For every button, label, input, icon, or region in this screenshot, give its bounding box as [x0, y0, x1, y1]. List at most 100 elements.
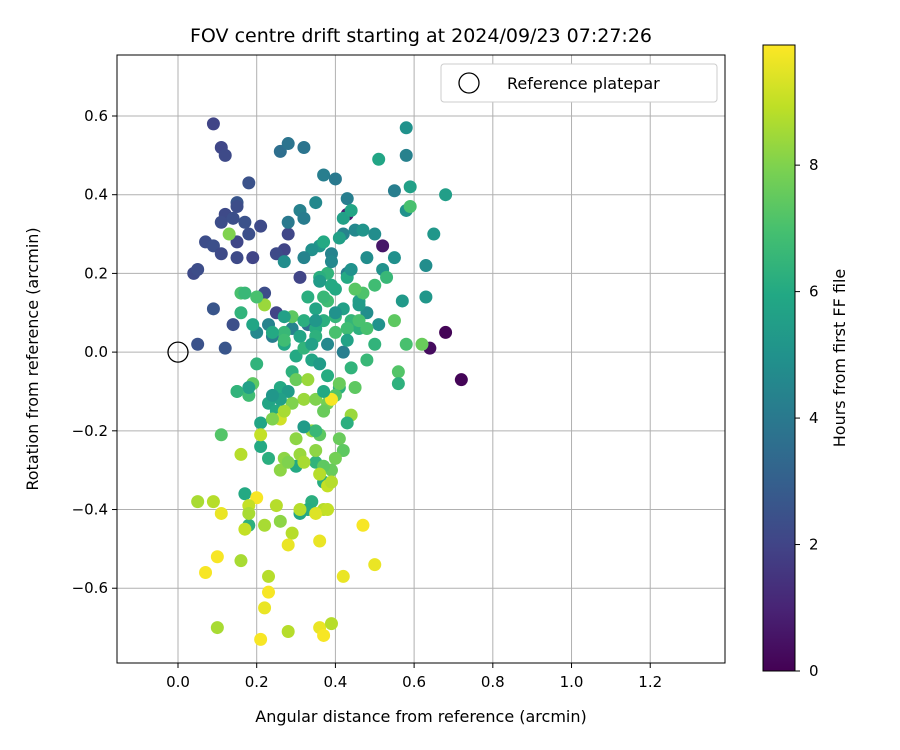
data-point — [309, 443, 323, 457]
data-point — [352, 298, 366, 312]
data-point — [206, 117, 220, 131]
colorbar-tick-label: 2 — [809, 536, 819, 554]
data-point — [336, 345, 350, 359]
data-point — [317, 384, 331, 398]
data-point — [210, 621, 224, 635]
legend: Reference platepar — [440, 63, 718, 103]
data-point — [391, 365, 405, 379]
x-tick-label: 0.2 — [245, 673, 269, 691]
grid-lines — [117, 55, 725, 663]
data-point — [281, 137, 295, 151]
data-point — [214, 506, 228, 520]
data-point — [391, 377, 405, 391]
data-point — [368, 278, 382, 292]
data-point — [206, 239, 220, 253]
data-point — [277, 404, 291, 418]
data-point — [328, 451, 342, 465]
data-point — [281, 538, 295, 552]
data-point — [265, 388, 279, 402]
data-point — [269, 499, 283, 513]
colorbar-tick-label: 0 — [809, 662, 819, 680]
x-tick-label: 0.4 — [323, 673, 347, 691]
data-point — [344, 262, 358, 276]
data-point — [230, 251, 244, 265]
data-point — [348, 381, 362, 395]
legend-box — [440, 63, 718, 103]
y-tick-label: 0.2 — [84, 264, 108, 282]
data-point — [254, 428, 268, 442]
data-point — [439, 325, 453, 339]
data-point — [230, 200, 244, 214]
x-tick-label: 0.6 — [402, 673, 426, 691]
data-point — [214, 428, 228, 442]
data-point — [273, 463, 287, 477]
x-tick-label: 1.0 — [560, 673, 584, 691]
y-tick-label: −0.6 — [72, 579, 108, 597]
data-point — [372, 318, 386, 332]
data-point — [246, 251, 260, 265]
data-point — [281, 625, 295, 639]
data-point — [321, 337, 335, 351]
data-point — [336, 569, 350, 583]
data-point — [238, 286, 252, 300]
data-point — [297, 420, 311, 434]
data-point — [210, 550, 224, 564]
data-point — [206, 302, 220, 316]
data-point — [258, 298, 272, 312]
data-point — [262, 451, 276, 465]
data-point — [403, 200, 417, 214]
data-point — [293, 329, 307, 343]
data-point — [199, 565, 213, 579]
data-point — [285, 396, 299, 410]
y-tick-label: 0.0 — [84, 343, 108, 361]
data-point — [297, 314, 311, 328]
data-point — [262, 569, 276, 583]
data-point — [439, 188, 453, 202]
colorbar: 0 2 4 6 8 Hours from first FF file — [762, 44, 849, 680]
data-point — [191, 262, 205, 276]
data-point — [399, 121, 413, 135]
data-point — [281, 215, 295, 229]
data-point — [218, 148, 232, 162]
data-point — [336, 211, 350, 225]
data-point — [226, 211, 240, 225]
data-point — [321, 503, 335, 517]
data-point — [293, 270, 307, 284]
data-point — [277, 333, 291, 347]
colorbar-tick-label: 4 — [809, 409, 819, 427]
data-point — [399, 337, 413, 351]
data-point — [273, 514, 287, 528]
x-axis-label: Angular distance from reference (arcmin) — [255, 707, 586, 726]
data-point — [238, 215, 252, 229]
data-point — [376, 239, 390, 253]
data-point — [387, 251, 401, 265]
data-point — [269, 247, 283, 261]
data-point — [415, 337, 429, 351]
data-point — [218, 341, 232, 355]
data-point — [191, 337, 205, 351]
legend-marker — [458, 72, 480, 94]
data-point — [317, 235, 331, 249]
data-point — [403, 180, 417, 194]
data-point — [324, 255, 338, 269]
data-point — [250, 290, 264, 304]
data-point — [360, 306, 374, 320]
data-point — [305, 337, 319, 351]
data-point — [309, 506, 323, 520]
data-point — [242, 381, 256, 395]
data-point — [258, 601, 272, 615]
data-point — [297, 251, 311, 265]
data-point — [226, 318, 240, 332]
data-point — [214, 215, 228, 229]
data-point — [313, 274, 327, 288]
data-point — [234, 306, 248, 320]
y-tick-label: 0.6 — [84, 107, 108, 125]
y-axis-label: Rotation from reference (arcmin) — [23, 227, 42, 490]
data-point — [254, 440, 268, 454]
y-tick-label: −0.4 — [72, 501, 108, 519]
data-point — [387, 314, 401, 328]
colorbar-label: Hours from first FF file — [830, 269, 849, 448]
data-point — [281, 384, 295, 398]
x-tick-label: 1.2 — [638, 673, 662, 691]
